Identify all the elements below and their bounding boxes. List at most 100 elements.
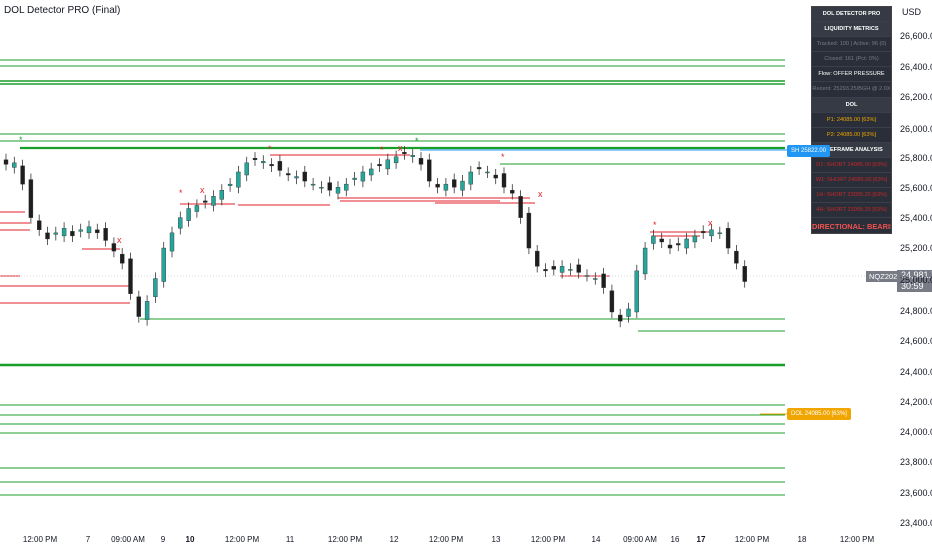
price-tick: 23,600.00 xyxy=(900,488,932,498)
panel-row: 1H: SHORT 23055.25 [63%] xyxy=(812,188,891,204)
time-tick: 9 xyxy=(160,535,166,544)
candle-body xyxy=(261,161,266,164)
candle-body xyxy=(709,229,714,237)
candle-body xyxy=(302,171,307,182)
candle-body xyxy=(178,217,183,229)
candle-body xyxy=(725,228,731,249)
price-tick: 23,400.00 xyxy=(900,518,932,528)
candle-body xyxy=(236,171,241,188)
signal-marker: x xyxy=(708,218,713,228)
candle-body xyxy=(734,250,739,264)
candle-body xyxy=(418,158,424,165)
candle-body xyxy=(518,196,523,218)
candle-body xyxy=(601,273,606,288)
time-tick: 16 xyxy=(670,535,680,544)
panel-row: Tracked: 100 | Active: 96 (0) xyxy=(812,37,891,53)
candle-body xyxy=(535,250,540,267)
panel-row: 4H: SHORT 23055.25 [63%] xyxy=(812,203,891,219)
candle-body xyxy=(136,296,142,317)
candle-body xyxy=(161,247,166,282)
candle-body xyxy=(45,232,50,240)
time-tick: 7 xyxy=(85,535,91,544)
candle-body xyxy=(618,314,623,322)
candle-body xyxy=(543,269,548,272)
time-tick: 10 xyxy=(185,535,195,544)
price-tick: 24,800.00 xyxy=(900,306,932,316)
candle-body xyxy=(252,158,258,160)
candle-body xyxy=(692,235,698,243)
signal-marker: * xyxy=(19,135,23,145)
price-tick: 25,400.00 xyxy=(900,213,932,223)
time-tick: 18 xyxy=(797,535,807,544)
candle-body xyxy=(360,171,366,182)
swing-high-tag: SH 25822.00 xyxy=(787,145,831,157)
time-tick: 14 xyxy=(591,535,601,544)
candle-body xyxy=(485,171,490,174)
candle-body xyxy=(642,247,648,275)
signal-marker: * xyxy=(179,188,183,198)
candle-body xyxy=(186,208,191,221)
indicator-title[interactable]: DOL Detector PRO (Final) xyxy=(4,5,121,16)
dol-target-tag: DOL 24085.00 [63%] xyxy=(787,408,851,420)
candle-body xyxy=(410,155,415,157)
candle-body xyxy=(559,266,565,273)
time-tick: 12:00 PM xyxy=(428,535,464,544)
symbol-label: NQZ2025 xyxy=(866,271,905,282)
panel-row: P2: 24085.00 [63%] xyxy=(812,128,891,143)
panel-row: Closed: 161 (Pct: 0%) xyxy=(812,52,891,68)
price-tick: 25,000.00 xyxy=(900,275,932,285)
candle-body xyxy=(95,229,100,234)
candle-body xyxy=(37,220,42,230)
candle-body xyxy=(568,269,573,271)
candle-body xyxy=(78,229,83,232)
signal-marker: * xyxy=(380,145,384,155)
candle-body xyxy=(369,168,374,176)
time-tick: 12:00 PM xyxy=(530,535,566,544)
panel-row: DOL xyxy=(812,97,891,113)
candle-body xyxy=(659,238,664,243)
panel-row: Recent: 25293.25/BGH @ 2.0X xyxy=(812,82,891,98)
candle-body xyxy=(61,228,67,237)
candle-body xyxy=(667,244,673,249)
candle-body xyxy=(327,182,332,191)
price-tick: 24,000.00 xyxy=(900,427,932,437)
candle-body xyxy=(377,164,382,167)
signal-marker: x xyxy=(398,143,403,153)
candle-body xyxy=(393,156,399,164)
panel-row: D1: SHORT 24085.00 [63%] xyxy=(812,158,891,174)
time-tick: 12:00 PM xyxy=(224,535,260,544)
candle-body xyxy=(493,174,498,179)
candle-body xyxy=(402,151,407,154)
time-tick: 09:00 AM xyxy=(111,535,145,544)
candle-body xyxy=(128,258,133,294)
price-tick: 26,400.00 xyxy=(900,62,932,72)
price-tick: 24,600.00 xyxy=(900,336,932,346)
signal-marker: * xyxy=(501,152,505,162)
candle-body xyxy=(344,183,349,191)
candle-body xyxy=(211,196,216,206)
time-tick: 12 xyxy=(389,535,399,544)
candle-body xyxy=(676,243,681,246)
candle-body xyxy=(70,231,75,237)
time-tick: 12:00 PM xyxy=(734,535,770,544)
time-tick: 09:00 AM xyxy=(623,535,657,544)
price-tick: 24,200.00 xyxy=(900,397,932,407)
candle-body xyxy=(119,253,125,264)
candle-body xyxy=(111,243,117,252)
panel-row: Flow: OFFER PRESSURE xyxy=(812,67,891,83)
time-tick: 17 xyxy=(696,535,706,544)
price-tick: 26,600.00 xyxy=(900,31,932,41)
candle-body xyxy=(651,235,656,244)
candle-body xyxy=(53,232,58,235)
signal-marker: * xyxy=(268,144,272,154)
candle-body xyxy=(86,226,92,234)
candle-body xyxy=(294,176,299,179)
candle-body xyxy=(194,205,200,212)
panel-row: W1: SHORT 24085.00 [63%] xyxy=(812,173,891,189)
candle-body xyxy=(576,264,581,273)
candle-body xyxy=(452,179,457,188)
candle-body xyxy=(684,238,689,249)
candle-body xyxy=(310,183,316,186)
candle-body xyxy=(526,212,532,249)
